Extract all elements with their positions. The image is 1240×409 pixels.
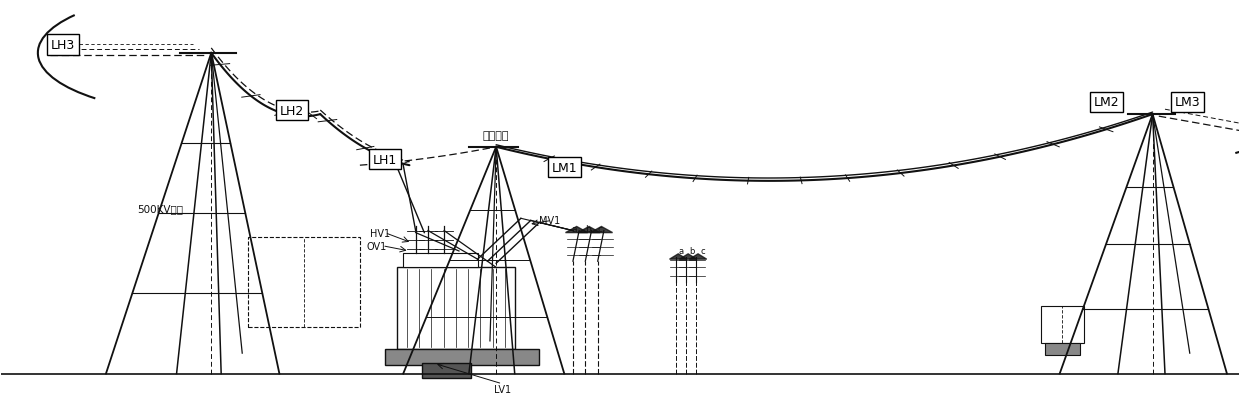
- Bar: [397, 267, 515, 349]
- Text: a: a: [678, 247, 683, 256]
- Polygon shape: [565, 227, 588, 233]
- Text: LM2: LM2: [1094, 96, 1120, 109]
- Bar: [422, 364, 471, 378]
- Text: OV1: OV1: [366, 241, 387, 251]
- Text: LH3: LH3: [51, 39, 74, 52]
- Bar: [1042, 306, 1085, 343]
- Text: b: b: [689, 247, 694, 256]
- Polygon shape: [578, 227, 600, 233]
- Polygon shape: [590, 227, 613, 233]
- Bar: [248, 237, 360, 327]
- Text: c: c: [701, 247, 706, 256]
- Text: b: b: [585, 225, 590, 234]
- Text: c: c: [598, 225, 603, 234]
- Polygon shape: [680, 254, 697, 260]
- Bar: [384, 349, 539, 366]
- Text: LM1: LM1: [552, 161, 577, 174]
- Text: LV1: LV1: [494, 384, 511, 394]
- Text: LM3: LM3: [1174, 96, 1200, 109]
- Bar: [1045, 343, 1080, 355]
- Bar: [403, 254, 477, 267]
- Text: MV1: MV1: [539, 216, 560, 226]
- Polygon shape: [670, 254, 687, 260]
- Text: LH2: LH2: [280, 104, 304, 117]
- Text: 主变构架: 主变构架: [482, 130, 510, 140]
- Polygon shape: [689, 254, 707, 260]
- Text: HV1: HV1: [370, 228, 389, 238]
- Text: a: a: [572, 225, 577, 234]
- Text: LH1: LH1: [372, 153, 397, 166]
- Text: 500KV构架: 500KV构架: [136, 204, 184, 213]
